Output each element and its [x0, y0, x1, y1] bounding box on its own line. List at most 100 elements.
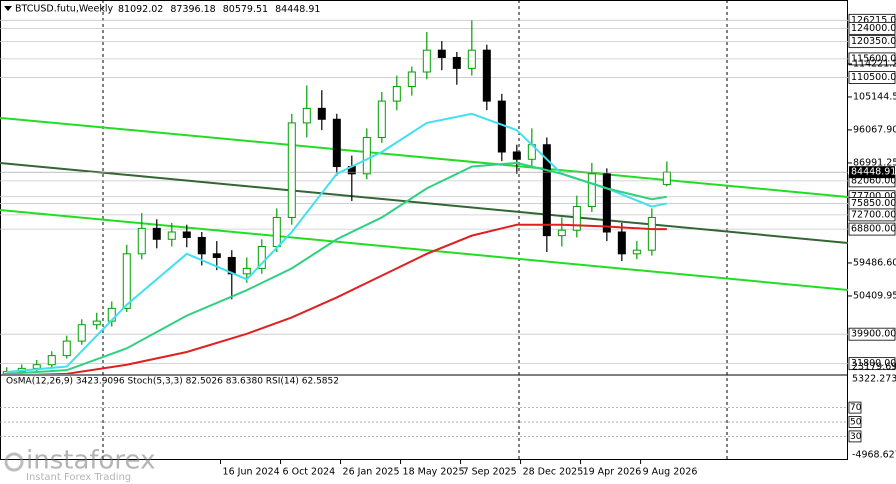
level-label: 39900.00	[851, 329, 896, 340]
level-label: 115600.00	[851, 53, 896, 64]
level-label: 124000.00	[851, 23, 896, 34]
level-label: 75850.00	[851, 198, 896, 209]
candle-body	[452, 56, 461, 69]
level-box	[848, 52, 896, 66]
x-tick-label: 26 Jan 2025	[343, 467, 400, 478]
candle-body	[362, 136, 371, 175]
moving-average	[27, 223, 667, 374]
current-price-label: 84448.91	[851, 167, 896, 178]
candle-body	[617, 231, 626, 255]
low-value: 80579.51	[223, 4, 268, 15]
indicator-scale-bottom: -4968.6275	[852, 450, 896, 461]
indicator-level-box	[848, 416, 862, 428]
candle-body	[287, 122, 296, 218]
indicator-label: OsMA(12,26,9) 3423.9096 Stoch(5,3,3) 82.…	[6, 377, 339, 387]
x-tick-label: 7 Sep 2025	[463, 467, 517, 478]
x-tick-label: 9 Aug 2026	[643, 467, 698, 478]
candle-body	[632, 249, 641, 255]
candle-body	[437, 49, 446, 58]
level-box	[848, 357, 896, 371]
candle-body	[122, 253, 131, 309]
indicator-level-box	[848, 401, 862, 414]
watermark-brand: instaforex	[26, 446, 155, 476]
indicator-scale-top: 5322.2737	[852, 374, 896, 385]
indicator-level-label: 50	[850, 418, 862, 428]
candle-body	[92, 320, 101, 326]
level-box	[848, 222, 896, 236]
candle-body	[392, 86, 401, 102]
level-box	[848, 327, 896, 341]
candle-body	[77, 324, 86, 342]
level-label: 110500.00	[851, 72, 896, 83]
y-tick-label: 105144.55	[853, 91, 896, 102]
y-tick-label: 59486.60	[853, 257, 896, 268]
level-label: 82060.00	[851, 175, 896, 186]
y-tick-label: 86991.25	[853, 157, 896, 168]
indicator-level-box	[848, 430, 862, 443]
axes: 126215.00124000.00 120350.00 115600.00 1105…	[220, 13, 896, 478]
candle-body	[242, 267, 251, 275]
watermark-logo	[4, 452, 24, 472]
candle-body	[647, 216, 656, 251]
candle-body	[197, 236, 206, 255]
watermark-tagline: Instant Forex Trading	[26, 472, 131, 483]
candle-body	[467, 49, 476, 69]
level-label: 120350.00	[851, 36, 896, 47]
x-tick-label: 18 May 2025	[403, 467, 465, 478]
trendline	[0, 161, 848, 244]
candle-body	[572, 206, 581, 231]
level-label: 72700.00	[851, 209, 896, 220]
candle-body	[167, 231, 176, 240]
candle-body	[47, 355, 56, 366]
y-tick-label: 50409.95	[853, 290, 896, 301]
high-value: 87396.18	[170, 4, 215, 15]
candle-body	[587, 173, 596, 208]
candle-body	[377, 100, 386, 138]
close-value: 84448.91	[275, 4, 320, 15]
candle-body	[407, 71, 416, 88]
candle-body	[257, 246, 266, 269]
candle-body	[152, 227, 161, 240]
level-box	[848, 21, 896, 35]
level-box	[848, 71, 896, 84]
candle-body	[272, 216, 281, 248]
trendline	[0, 116, 848, 198]
candle-body	[137, 227, 146, 255]
indicator-level-label: 70	[850, 403, 862, 413]
candle-body	[482, 49, 491, 102]
candle-body	[662, 171, 671, 185]
watermark: instaforex Instant Forex Trading	[4, 446, 155, 483]
y-tick-label: 114221.20	[853, 58, 896, 69]
level-box	[848, 208, 896, 222]
candle-body	[512, 151, 521, 160]
y-scale-min-label: 23179.69	[852, 362, 896, 373]
level-box	[848, 35, 896, 49]
level-label: 77700.00	[851, 191, 896, 202]
ohlc-header: 81092.02 87396.18 80579.51 84448.91	[118, 4, 320, 15]
candle-body	[332, 118, 341, 168]
level-label: 126215.00	[851, 15, 896, 26]
x-tick-label: 28 Dec 2025	[523, 467, 584, 478]
candle-body	[182, 231, 191, 238]
x-tick-label: 19 Apr 2026	[583, 467, 642, 478]
indicator-level-label: 30	[850, 432, 862, 442]
x-tick-label: 16 Jun 2024	[223, 467, 280, 478]
moving-average	[6, 161, 668, 374]
indicator-panel	[0, 407, 848, 437]
candle-body	[32, 364, 41, 369]
level-label: 31800.00	[851, 358, 896, 369]
candle-body	[317, 107, 326, 120]
candle-body	[422, 49, 431, 73]
candle-body	[542, 144, 551, 237]
y-tick-label: 96067.90	[853, 124, 896, 135]
candle-body	[212, 253, 221, 258]
current-price-box	[849, 166, 895, 179]
x-tick-label: 6 Oct 2024	[283, 467, 336, 478]
candle-body	[62, 340, 71, 357]
chart-title: BTCUSD.futu,Weekly	[15, 4, 114, 15]
open-value: 81092.02	[118, 4, 163, 15]
menu-arrow[interactable]	[4, 6, 12, 11]
candle-body	[557, 229, 566, 237]
candle-body	[602, 173, 611, 233]
